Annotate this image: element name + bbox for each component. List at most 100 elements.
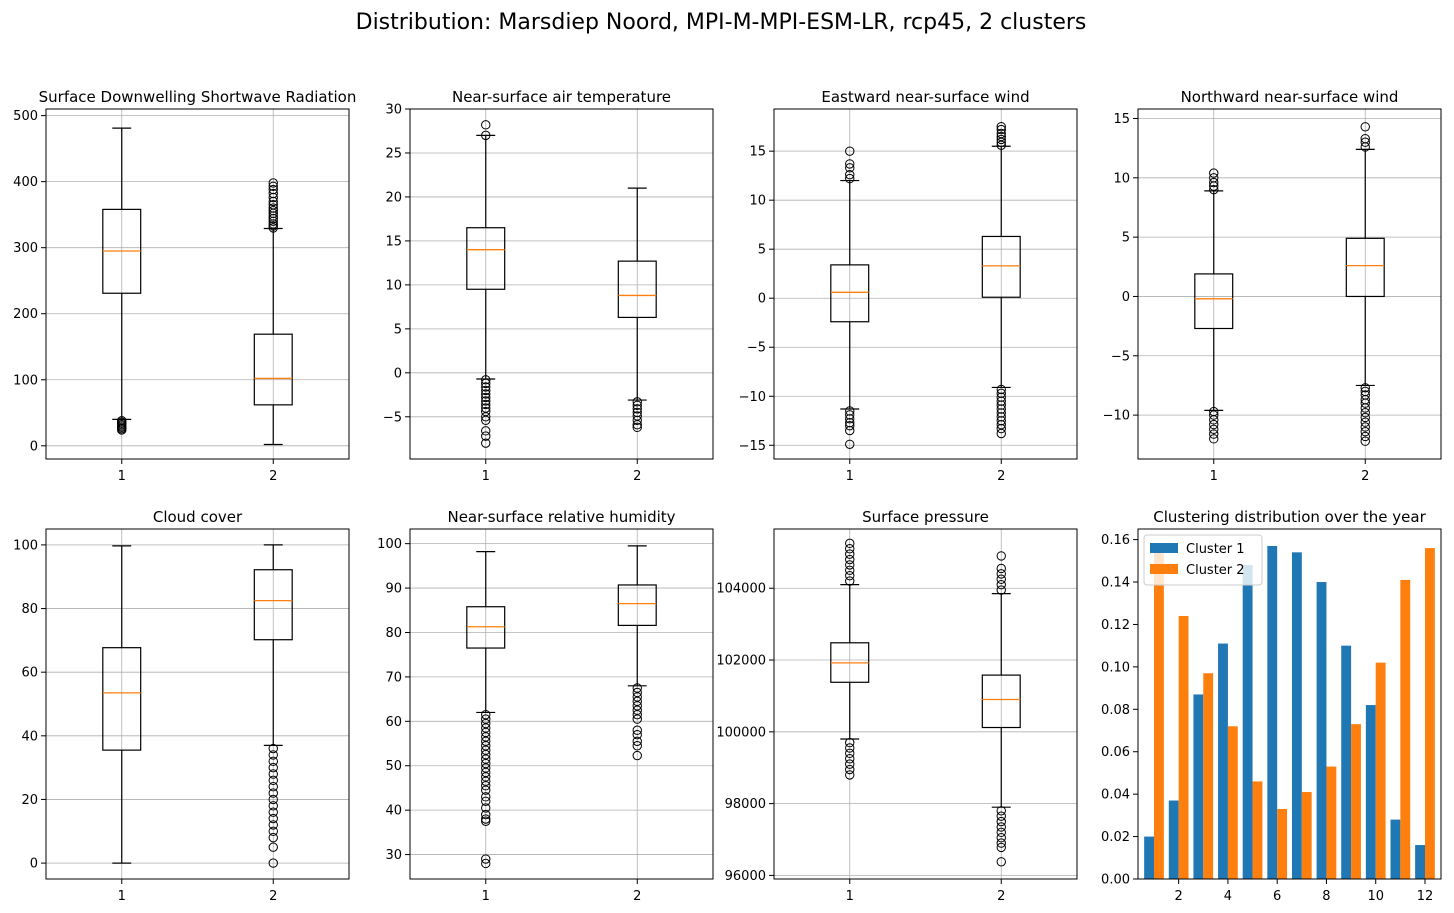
subplot-8: Clustering distribution over the year 2 4 6… xyxy=(1101,508,1442,904)
bar-cluster-1-month-3 xyxy=(1193,694,1204,879)
flier-point xyxy=(996,388,1006,399)
flier-point xyxy=(845,163,855,173)
box-1 xyxy=(466,120,506,448)
subplot-2: Near-surface air temperature 1 2 −5 0 5 10 15 20… xyxy=(383,88,714,484)
flier-point xyxy=(996,416,1006,426)
subplot-title: Cloud cover xyxy=(153,508,243,526)
flier-point xyxy=(1360,436,1370,446)
subplot-4: Northward near-surface wind 1 2 −10 −5 0 5 10 15 xyxy=(1103,88,1442,484)
y-tick-label: 0.06 xyxy=(1101,745,1130,760)
box-1 xyxy=(466,551,506,869)
flier-point xyxy=(481,392,491,403)
subplot-title: Clustering distribution over the year xyxy=(1153,508,1426,526)
flier-point xyxy=(268,200,278,210)
subplot-title: Surface pressure xyxy=(862,508,989,526)
subplot-7: Surface pressure 1 2 96000 98000 100000 102000… xyxy=(716,508,1078,904)
flier-point xyxy=(481,415,491,426)
flier-point xyxy=(268,782,278,792)
flier-point xyxy=(1209,184,1219,195)
flier-point xyxy=(996,806,1006,816)
box-iqr xyxy=(981,235,1021,298)
y-tick-label: −10 xyxy=(739,390,766,405)
flier-point xyxy=(996,585,1006,595)
x-tick-label: 8 xyxy=(1322,889,1330,904)
y-tick-label: 30 xyxy=(385,103,402,118)
subplot-1: Surface Downwelling Shortwave Radiation 1… xyxy=(13,88,356,484)
flier-point xyxy=(845,418,855,428)
flier-point xyxy=(845,570,855,581)
flier-point xyxy=(845,425,855,436)
y-tick-label: 5 xyxy=(758,243,766,258)
flier-point xyxy=(481,385,491,396)
x-tick-label: 1 xyxy=(118,889,126,904)
x-tick-label: 2 xyxy=(1175,889,1183,904)
box-iqr xyxy=(981,674,1021,729)
flier-point xyxy=(268,775,278,786)
axes-frame xyxy=(773,528,1078,880)
y-tick-label: 0.02 xyxy=(1101,830,1130,845)
flier-point xyxy=(996,833,1006,843)
y-tick-label: 20 xyxy=(385,190,402,205)
x-tick-label: 1 xyxy=(846,889,854,904)
flier-point xyxy=(268,769,278,779)
flier-point xyxy=(1360,403,1370,413)
flier-point xyxy=(1360,422,1370,432)
flier-point xyxy=(996,400,1006,410)
flier-point xyxy=(1209,424,1219,435)
flier-point xyxy=(996,574,1006,584)
flier-point xyxy=(996,134,1006,145)
box-iqr xyxy=(466,227,506,290)
y-tick-label: 10 xyxy=(1113,171,1130,186)
y-tick-label: 0 xyxy=(30,857,38,872)
bar-cluster-2-month-4 xyxy=(1227,726,1238,879)
x-tick-label: 1 xyxy=(1210,469,1218,484)
flier-point xyxy=(996,121,1006,132)
panels: Surface Downwelling Shortwave Radiation 1… xyxy=(13,88,1442,904)
x-tick-label: 2 xyxy=(269,889,277,904)
bar-cluster-2-month-5 xyxy=(1252,781,1263,879)
flier-point xyxy=(632,714,642,724)
y-tick-label: 60 xyxy=(385,715,402,730)
y-tick-label: −5 xyxy=(1111,349,1130,364)
flier-point xyxy=(632,404,642,414)
flier-point xyxy=(1209,434,1219,444)
flier-point xyxy=(481,389,491,399)
flier-point xyxy=(996,392,1006,402)
flier-point xyxy=(481,796,491,806)
flier-point xyxy=(845,406,855,416)
flier-point xyxy=(481,120,491,130)
flier-point xyxy=(481,399,491,410)
bar-cluster-1-month-6 xyxy=(1267,545,1278,879)
flier-point xyxy=(1360,383,1370,393)
y-tick-label: 0 xyxy=(30,439,38,454)
flier-point xyxy=(845,439,855,449)
bar-cluster-2-month-2 xyxy=(1178,615,1189,879)
flier-point xyxy=(845,169,855,180)
axes-frame xyxy=(409,108,714,460)
flier-point xyxy=(268,813,278,824)
y-tick-label: −10 xyxy=(1103,409,1130,424)
axes-frame xyxy=(773,108,1078,460)
axes-frame xyxy=(45,528,350,880)
flier-point xyxy=(1360,427,1370,437)
flier-point xyxy=(268,188,278,199)
y-tick-label: 104000 xyxy=(716,582,766,597)
flier-point xyxy=(268,788,278,798)
box-iqr xyxy=(1345,237,1385,298)
flier-point xyxy=(845,538,855,549)
bar-cluster-2-month-11 xyxy=(1400,579,1411,879)
y-tick-label: 100000 xyxy=(716,725,766,740)
flier-point xyxy=(1360,417,1370,427)
box-iqr xyxy=(1194,273,1234,330)
flier-point xyxy=(996,579,1006,590)
flier-point xyxy=(845,410,855,420)
y-tick-label: 40 xyxy=(385,804,402,819)
x-tick-label: 2 xyxy=(633,469,641,484)
subplot-title: Eastward near-surface wind xyxy=(821,88,1029,106)
box-iqr xyxy=(617,584,657,626)
flier-point xyxy=(1209,419,1219,430)
flier-point xyxy=(845,146,855,156)
x-tick-label: 2 xyxy=(997,889,1005,904)
y-tick-label: 0.00 xyxy=(1101,873,1130,888)
